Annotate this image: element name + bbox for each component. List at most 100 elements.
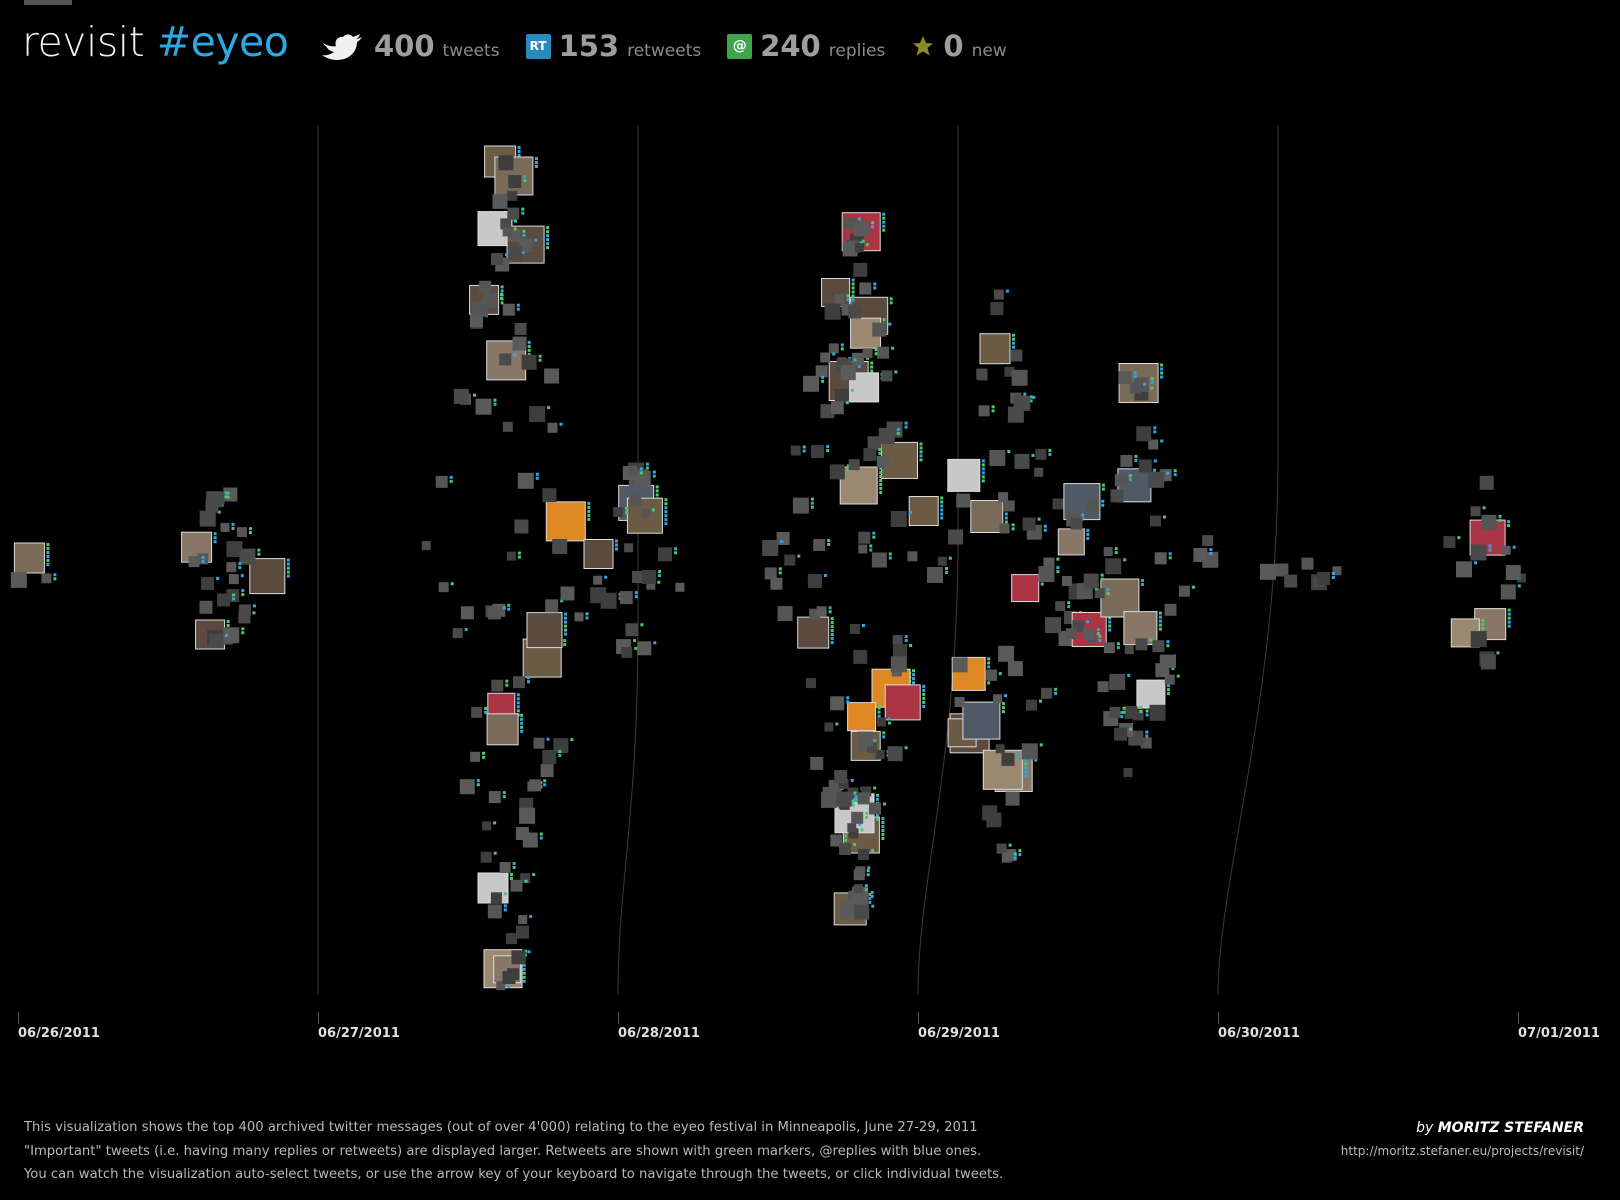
tweet-avatar-tile[interactable] bbox=[1124, 706, 1138, 719]
tweet-avatar-tile[interactable] bbox=[514, 323, 527, 335]
tweet-avatar-tile[interactable] bbox=[502, 971, 516, 984]
tweet-avatar-tile[interactable] bbox=[927, 567, 943, 583]
tweet-avatar-tile[interactable] bbox=[1130, 382, 1142, 394]
tweet-avatar-tile[interactable] bbox=[217, 593, 231, 607]
tweet-avatar-tile[interactable] bbox=[1038, 566, 1055, 583]
tweet-avatar-tile[interactable] bbox=[1001, 752, 1015, 766]
tweet-avatar-tile[interactable] bbox=[828, 343, 839, 354]
tweet-avatar-tile[interactable] bbox=[875, 750, 885, 759]
tweet-avatar-tile[interactable] bbox=[1470, 506, 1481, 517]
tweet-avatar-tile[interactable] bbox=[1150, 515, 1161, 527]
tweet-avatar-tile[interactable] bbox=[852, 352, 864, 365]
tweet-avatar-tile[interactable] bbox=[502, 227, 512, 237]
tweet-avatar-tile[interactable] bbox=[1057, 528, 1085, 556]
tweet-avatar-tile[interactable] bbox=[228, 574, 239, 585]
tweet-avatar-tile[interactable] bbox=[892, 635, 903, 646]
tweet-avatar-tile[interactable] bbox=[13, 542, 45, 574]
tweet-avatar-tile[interactable] bbox=[542, 750, 557, 764]
tweet-avatar-tile[interactable] bbox=[1118, 371, 1132, 385]
tweet-avatar-tile[interactable] bbox=[1443, 536, 1456, 549]
tweet-avatar-tile[interactable] bbox=[1123, 768, 1133, 777]
tweet-avatar-tile[interactable] bbox=[1005, 791, 1020, 806]
tweet-avatar-tile[interactable] bbox=[675, 582, 685, 592]
tweet-avatar-tile[interactable] bbox=[1110, 489, 1124, 503]
tweet-avatar-tile[interactable] bbox=[853, 262, 868, 277]
tweet-avatar-tile[interactable] bbox=[976, 368, 988, 380]
tweet-avatar-tile[interactable] bbox=[1103, 642, 1115, 654]
tweet-avatar-tile[interactable] bbox=[1070, 517, 1083, 530]
tweet-avatar-tile[interactable] bbox=[853, 649, 868, 664]
tweet-avatar-tile[interactable] bbox=[877, 346, 890, 359]
tweet-avatar-tile[interactable] bbox=[952, 657, 968, 673]
tweet-avatar-tile[interactable] bbox=[854, 221, 870, 237]
tweet-avatar-tile[interactable] bbox=[979, 333, 1011, 365]
tweet-avatar-tile[interactable] bbox=[487, 606, 501, 620]
tweet-avatar-tile[interactable] bbox=[515, 827, 529, 840]
tweet-avatar-tile[interactable] bbox=[634, 470, 651, 487]
tweet-avatar-tile[interactable] bbox=[658, 547, 672, 562]
tweet-avatar-tile[interactable] bbox=[1456, 561, 1472, 578]
tweet-avatar-tile[interactable] bbox=[908, 496, 939, 526]
tweet-avatar-tile[interactable] bbox=[483, 292, 498, 308]
tweet-avatar-tile[interactable] bbox=[239, 548, 256, 565]
tweet-avatar-tile[interactable] bbox=[848, 305, 862, 319]
tweet-avatar-tile[interactable] bbox=[1014, 453, 1030, 469]
tweet-avatar-tile[interactable] bbox=[834, 388, 849, 403]
tweet-avatar-tile[interactable] bbox=[1135, 638, 1148, 651]
tweet-avatar-tile[interactable] bbox=[1260, 563, 1276, 580]
tweet-avatar-tile[interactable] bbox=[1481, 514, 1497, 530]
tweet-avatar-tile[interactable] bbox=[853, 884, 863, 894]
tweet-avatar-tile[interactable] bbox=[1164, 603, 1177, 616]
tweet-avatar-tile[interactable] bbox=[809, 608, 821, 620]
tweet-avatar-tile[interactable] bbox=[487, 904, 502, 919]
tweet-avatar-tile[interactable] bbox=[506, 933, 517, 945]
tweet-avatar-tile[interactable] bbox=[861, 786, 872, 797]
tweet-avatar-tile[interactable] bbox=[829, 464, 845, 480]
tweet-avatar-tile[interactable] bbox=[237, 527, 247, 538]
tweet-avatar-tile[interactable] bbox=[521, 354, 537, 370]
tweet-avatar-tile[interactable] bbox=[238, 611, 251, 624]
tweet-avatar-tile[interactable] bbox=[593, 575, 603, 585]
tweet-timeline-visualization[interactable] bbox=[0, 100, 1620, 1020]
tweet-avatar-tile[interactable] bbox=[858, 531, 871, 544]
tweet-avatar-tile[interactable] bbox=[499, 862, 511, 873]
tweet-avatar-tile[interactable] bbox=[632, 571, 644, 583]
tweet-avatar-tile[interactable] bbox=[475, 398, 492, 415]
tweet-avatar-tile[interactable] bbox=[866, 742, 877, 753]
tweet-avatar-tile[interactable] bbox=[847, 823, 857, 833]
tweet-avatar-tile[interactable] bbox=[514, 519, 529, 534]
tweet-avatar-tile[interactable] bbox=[830, 401, 844, 415]
tweet-avatar-tile[interactable] bbox=[520, 873, 531, 884]
tweet-avatar-tile[interactable] bbox=[834, 770, 848, 783]
tweet-avatar-tile[interactable] bbox=[807, 574, 822, 588]
tweet-avatar-tile[interactable] bbox=[199, 510, 216, 527]
tweet-avatar-tile[interactable] bbox=[513, 676, 525, 689]
tweet-avatar-tile[interactable] bbox=[848, 828, 859, 839]
tweet-avatar-tile[interactable] bbox=[1001, 852, 1012, 863]
tweet-avatar-tile[interactable] bbox=[876, 717, 886, 727]
tweet-avatar-tile[interactable] bbox=[951, 656, 986, 691]
tweet-avatar-tile[interactable] bbox=[583, 539, 614, 569]
tweet-avatar-tile[interactable] bbox=[1026, 699, 1037, 711]
tweet-avatar-tile[interactable] bbox=[867, 436, 882, 451]
tweet-avatar-tile[interactable] bbox=[1011, 574, 1040, 603]
tweet-avatar-tile[interactable] bbox=[1003, 500, 1015, 512]
tweet-avatar-tile[interactable] bbox=[1505, 565, 1521, 580]
tweet-avatar-tile[interactable] bbox=[625, 623, 639, 637]
tweet-avatar-tile[interactable] bbox=[1178, 585, 1190, 597]
tweet-avatar-tile[interactable] bbox=[512, 336, 527, 351]
tweet-avatar-tile[interactable] bbox=[1094, 588, 1105, 599]
tweet-avatar-tile[interactable] bbox=[850, 624, 860, 634]
tweet-avatar-tile[interactable] bbox=[220, 522, 230, 532]
tweet-avatar-tile[interactable] bbox=[854, 904, 870, 920]
tweet-avatar-tile[interactable] bbox=[452, 628, 463, 639]
tweet-avatar-tile[interactable] bbox=[1114, 727, 1128, 741]
tweet-avatar-tile[interactable] bbox=[646, 580, 656, 590]
tweet-avatar-tile[interactable] bbox=[496, 981, 506, 991]
tweet-avatar-tile[interactable] bbox=[1148, 439, 1159, 450]
tweet-avatar-tile[interactable] bbox=[1202, 535, 1214, 547]
tweet-avatar-tile[interactable] bbox=[226, 541, 243, 558]
tweet-avatar-tile[interactable] bbox=[998, 645, 1015, 662]
tweet-avatar-tile[interactable] bbox=[502, 303, 515, 316]
tweet-avatar-tile[interactable] bbox=[862, 348, 873, 359]
